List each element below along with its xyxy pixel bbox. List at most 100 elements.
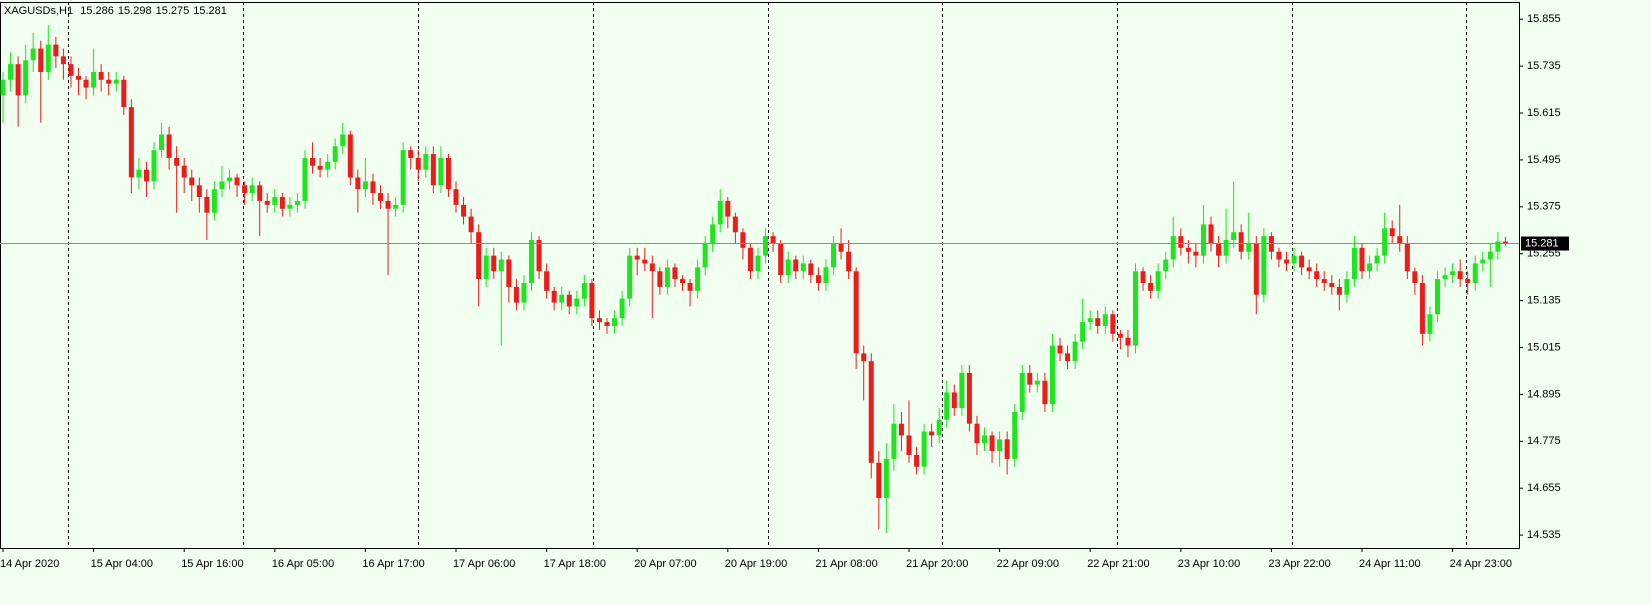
candle: [536, 236, 542, 280]
candle-body: [680, 279, 685, 284]
candle-body: [589, 283, 595, 319]
candle-body: [1238, 232, 1244, 252]
candle-body: [921, 431, 927, 467]
candle-body: [1299, 255, 1305, 268]
candle: [1502, 236, 1508, 246]
candle: [272, 189, 278, 213]
candle: [1359, 243, 1365, 280]
candle-body: [30, 48, 36, 61]
candle: [1163, 251, 1169, 280]
candle-body: [664, 267, 670, 287]
y-tick-label: 15.495: [1527, 154, 1561, 166]
candle-body: [1344, 279, 1350, 295]
x-tick-label: 21 Apr 08:00: [815, 558, 877, 570]
candle-body: [1306, 267, 1312, 272]
candle: [1344, 271, 1350, 303]
candle: [763, 228, 769, 264]
candle-body: [687, 283, 693, 291]
candle-body: [1117, 333, 1123, 338]
candle-body: [340, 134, 346, 147]
candle-body: [800, 263, 806, 272]
candle: [332, 138, 338, 170]
candle-body: [914, 454, 920, 467]
candle: [325, 154, 331, 178]
candle: [310, 142, 316, 174]
candle: [1004, 431, 1010, 475]
candle-body: [868, 361, 874, 463]
candle: [513, 279, 519, 311]
candle: [1480, 251, 1486, 272]
candle-body: [823, 267, 829, 284]
candle-body: [559, 294, 565, 303]
candle-body: [1314, 271, 1320, 280]
candle: [1110, 310, 1116, 342]
candle: [823, 259, 829, 291]
candle-body: [1155, 271, 1161, 291]
candle-body: [1351, 247, 1357, 280]
candle-body: [1080, 322, 1086, 342]
candle-body: [634, 255, 640, 260]
candle-body: [423, 154, 429, 170]
candle: [815, 267, 821, 291]
current-price-label: 15.281: [1525, 237, 1559, 249]
candle-body: [1374, 255, 1380, 264]
candle-body: [1178, 236, 1184, 248]
candle: [1102, 306, 1108, 334]
candle-body: [944, 392, 950, 420]
candle-body: [1472, 263, 1478, 284]
candle: [30, 32, 36, 72]
x-tick-label: 22 Apr 21:00: [1087, 558, 1149, 570]
y-tick-label: 15.735: [1527, 60, 1561, 72]
candle: [15, 56, 21, 127]
candle: [1374, 247, 1380, 272]
candle-body: [740, 232, 746, 248]
candle-body: [294, 200, 300, 205]
candle-body: [883, 458, 889, 498]
candle: [831, 236, 836, 276]
candle: [1238, 224, 1244, 260]
candle-body: [619, 298, 625, 319]
y-tick-label: 14.895: [1527, 388, 1561, 400]
low-value: 15.275: [156, 5, 190, 17]
candle: [725, 197, 731, 229]
candle-body: [483, 255, 489, 280]
candle: [219, 165, 225, 198]
candle-body: [1049, 345, 1055, 405]
candle-body: [1133, 271, 1138, 346]
candle-body: [1480, 259, 1486, 264]
candle: [136, 157, 142, 190]
candle: [1117, 329, 1123, 350]
candle: [770, 232, 776, 252]
candle: [468, 208, 474, 244]
candle: [861, 345, 867, 401]
candle-body: [1450, 271, 1456, 276]
candle-body: [491, 255, 497, 272]
candle: [521, 275, 527, 311]
candle: [997, 431, 1003, 467]
candle: [936, 408, 942, 444]
candle: [589, 279, 595, 327]
candle: [891, 404, 897, 471]
candle: [1140, 267, 1146, 291]
candle: [1208, 216, 1214, 252]
candle-body: [891, 423, 897, 459]
candle-body: [204, 197, 210, 213]
candle-body: [1200, 224, 1206, 256]
candle-body: [747, 247, 753, 272]
candle-body: [959, 372, 965, 409]
candle: [1284, 251, 1289, 272]
candle: [1019, 365, 1025, 420]
candle: [755, 247, 761, 280]
candle-body: [566, 294, 572, 307]
candle-body: [1404, 243, 1410, 272]
candle-body: [325, 161, 331, 170]
candle: [1382, 212, 1388, 264]
symbol: XAGUSDs,H1: [4, 5, 73, 17]
candle-body: [1382, 228, 1388, 256]
candle-body: [468, 216, 474, 233]
y-tick-label: 15.135: [1527, 295, 1561, 307]
candle: [1457, 259, 1463, 287]
candle-body: [362, 181, 368, 190]
candle-body: [1216, 243, 1222, 256]
candle-body: [393, 204, 399, 209]
